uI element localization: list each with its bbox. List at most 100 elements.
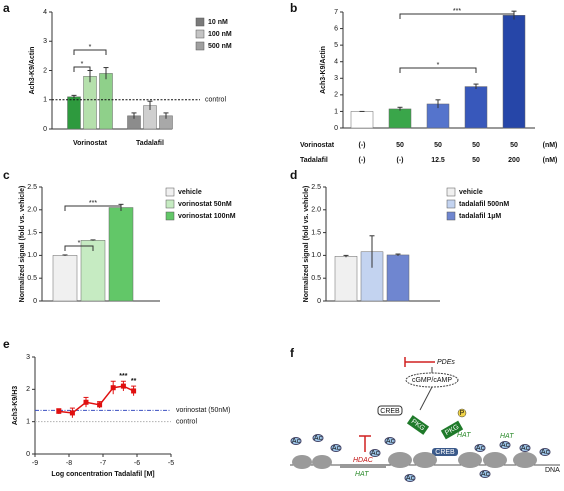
ac-mark: [290, 437, 302, 445]
ac-label: Ac: [314, 435, 323, 442]
y-tick-label: 4: [43, 9, 47, 16]
y-tick-label: 1: [26, 419, 30, 426]
table-cell: (nM): [543, 157, 558, 164]
bar: [334, 256, 358, 302]
y-tick-label: 3: [26, 354, 30, 361]
y-tick-label: 2.0: [27, 207, 37, 214]
legend-swatch: [165, 199, 175, 209]
y-tick-label: 4: [334, 59, 338, 66]
legend-swatch: [165, 187, 175, 197]
ac-label: Ac: [521, 445, 530, 452]
y-axis-label: Ach3-K9/Actin: [29, 47, 36, 95]
point: [120, 383, 126, 389]
significance-bracket: [399, 13, 515, 19]
bar: [388, 108, 412, 129]
table-cell: (-): [359, 157, 366, 164]
significance-bracket: [64, 205, 122, 211]
ac-label: Ac: [386, 438, 395, 445]
error-bar: [62, 254, 68, 256]
reference-label: control: [176, 419, 197, 426]
point: [110, 385, 116, 391]
table-cell: 50: [434, 142, 442, 149]
x-tick-label: Tadalafil: [136, 140, 164, 147]
x-tick-label: -5: [168, 460, 174, 467]
y-tick-label: 0: [317, 298, 321, 305]
error-bar: [90, 239, 96, 241]
legend-swatch: [446, 187, 456, 197]
x-tick-label: -8: [66, 460, 72, 467]
legend-label: vehicle: [178, 189, 202, 196]
y-tick-label: 6: [334, 25, 338, 32]
significance-label: ***: [89, 200, 97, 207]
legend-label: vehicle: [459, 189, 483, 196]
y-tick-label: 2.5: [311, 184, 321, 191]
error-bar: [343, 254, 349, 258]
ac-mark: [539, 448, 551, 456]
y-axis-label: Normalized signal (fold vs. vehicle): [303, 186, 310, 303]
ac-label: Ac: [292, 438, 301, 445]
equilibrium: [340, 464, 390, 468]
point: [69, 410, 75, 416]
acetyl-marks: Ac Ac Ac Ac Ac Ac Ac Ac Ac Ac Ac: [290, 434, 551, 482]
panel-letter: a: [3, 1, 10, 15]
error-bar: [131, 112, 137, 119]
point: [56, 408, 62, 414]
bar: [502, 15, 526, 129]
creb-box: [432, 448, 458, 456]
x-axis-label: Log concentration Tadalafil [M]: [51, 471, 154, 478]
legend-label: vorinostat 100nM: [178, 213, 236, 220]
y-tick-label: 1.5: [27, 229, 37, 236]
panel-letter: f: [290, 346, 295, 360]
legend-label: tadalafil 500nM: [459, 201, 509, 208]
y-tick-label: 1: [43, 97, 47, 104]
ac-label: Ac: [332, 445, 341, 452]
arrow: [419, 367, 433, 411]
reference-label: control: [205, 97, 226, 104]
y-tick-label: 0: [26, 451, 30, 458]
x-tick-label: -9: [32, 460, 38, 467]
significance-label: *: [81, 61, 84, 68]
bar: [464, 86, 488, 129]
table-cell: (-): [397, 157, 404, 164]
table-cell: 50: [472, 142, 480, 149]
creb-label: CREB: [435, 449, 455, 456]
hat-label: HAT: [500, 433, 514, 440]
error-bar: [435, 99, 441, 109]
panel-letter: c: [3, 168, 10, 182]
kinase: PKG: [406, 415, 430, 435]
nucleosomes: [292, 452, 537, 469]
bar: [99, 73, 113, 130]
y-tick-label: 1.5: [311, 229, 321, 236]
significance-bracket: [73, 66, 91, 72]
error-bar: [473, 83, 479, 90]
table-cell: Vorinostat: [300, 142, 335, 149]
ac-mark: [404, 474, 416, 482]
ac-mark: [369, 449, 381, 457]
ac-mark: [479, 470, 491, 478]
bar: [386, 254, 410, 302]
panel-letter: e: [3, 337, 10, 351]
ac-mark: [474, 444, 486, 452]
error-bar: [397, 106, 403, 111]
bar: [108, 207, 134, 302]
legend-swatch: [165, 211, 175, 221]
error-bar: [147, 100, 153, 110]
significance-bracket: [73, 49, 107, 55]
y-tick-label: 0: [334, 125, 338, 132]
y-tick-label: 2.0: [311, 207, 321, 214]
phospho: [457, 408, 467, 418]
point: [131, 388, 137, 394]
y-tick-label: 1.0: [27, 252, 37, 259]
y-tick-label: 1: [334, 108, 338, 115]
table-cell: 50: [510, 142, 518, 149]
diagram: f PDEs cGMP/cAMP CREB PKG PKG P CREB DNA…: [290, 346, 560, 482]
error-bar: [369, 235, 375, 268]
table-cell: 50: [472, 157, 480, 164]
ac-label: Ac: [541, 449, 550, 456]
creb-box: [377, 405, 403, 416]
error-bar: [395, 253, 401, 256]
bar: [52, 255, 78, 302]
y-tick-label: 0.5: [311, 275, 321, 282]
significance-bracket: [399, 67, 477, 73]
